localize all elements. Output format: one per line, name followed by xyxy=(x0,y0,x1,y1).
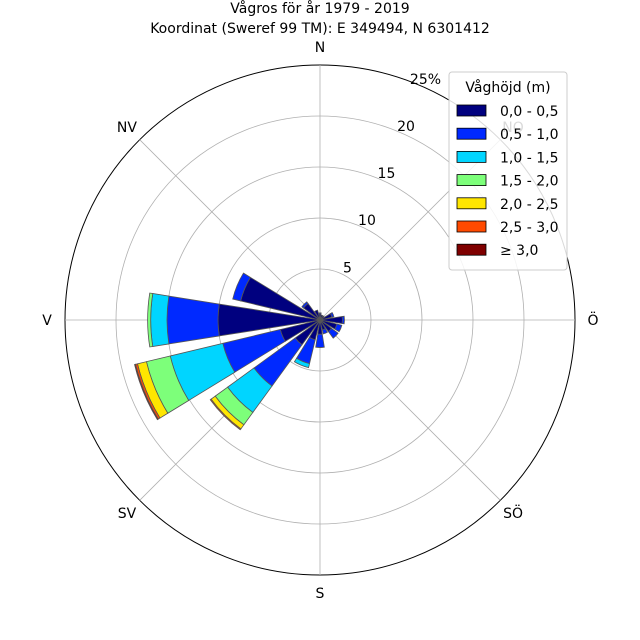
radial-tick-label: 25% xyxy=(410,72,441,88)
rose-bar-segment xyxy=(150,293,170,347)
rose-bar-segment xyxy=(147,292,154,348)
legend-items: 0,0 - 0,5 0,5 - 1,0 1,0 - 1,5 1,5 - 2,0 2,0 … xyxy=(456,104,558,259)
rose-bar-segment xyxy=(134,363,159,421)
rose-bar-segment xyxy=(314,309,321,321)
rose-bar-segment xyxy=(327,327,339,339)
legend-frame xyxy=(448,71,568,271)
direction-label: Ö xyxy=(587,311,598,329)
rose-bar-segment xyxy=(334,323,343,333)
direction-label: V xyxy=(42,313,52,329)
radial-tick-label: 10 xyxy=(358,213,376,229)
rose-bar-segment xyxy=(166,295,220,345)
direction-label: SV xyxy=(118,506,137,522)
direction-label: N xyxy=(315,40,325,56)
chart-title: Vågros för år 1979 - 2019 xyxy=(230,0,409,17)
legend-swatch xyxy=(456,243,487,256)
direction-label: S xyxy=(316,586,325,602)
legend-label: 2,0 - 2,5 xyxy=(500,197,558,213)
legend-swatch xyxy=(456,150,487,163)
legend-swatch xyxy=(456,104,487,117)
rose-bar-segment xyxy=(293,357,311,369)
direction-label: SÖ xyxy=(503,504,523,522)
legend-label: 1,5 - 2,0 xyxy=(500,174,558,190)
legend-title: Våghöjd (m) xyxy=(465,79,550,96)
legend-label: 2,5 - 3,0 xyxy=(500,220,558,236)
rose-bar-segment xyxy=(232,272,251,302)
radial-tick-label: 5 xyxy=(343,260,352,276)
direction-label: NV xyxy=(117,120,137,136)
chart-subtitle: Koordinat (Sweref 99 TM): E 349494, N 63… xyxy=(150,21,490,37)
legend-label: 1,0 - 1,5 xyxy=(500,150,558,166)
rose-bar-segment xyxy=(341,315,345,325)
rose-bar-segment xyxy=(318,312,322,315)
legend-swatch xyxy=(456,127,487,140)
radial-tick-label: 15 xyxy=(378,166,396,182)
radial-tick-label: 20 xyxy=(397,119,415,135)
legend-swatch xyxy=(456,197,487,210)
legend-swatch xyxy=(456,220,487,233)
rose-bars xyxy=(134,272,345,431)
legend-label: 0,5 - 1,0 xyxy=(500,127,558,143)
rose-bar-segment xyxy=(315,333,325,348)
rose-bar-segment xyxy=(301,301,309,309)
rose-bar-segment xyxy=(321,328,329,335)
grid-spoke xyxy=(319,319,501,501)
legend: Våghöjd (m) 0,0 - 0,5 0,5 - 1,0 1,0 - 1,5 1… xyxy=(448,71,568,271)
polar-grid xyxy=(64,64,576,576)
radial-tick-labels: 5 10 15 20 25% xyxy=(343,72,441,276)
rose-bar-segment xyxy=(209,398,242,431)
legend-swatch xyxy=(456,174,487,187)
rose-bar-segment xyxy=(329,311,335,318)
grid-spoke xyxy=(139,139,321,321)
legend-label: 0,0 - 0,5 xyxy=(500,104,558,120)
legend-label: ≥ 3,0 xyxy=(500,243,538,259)
